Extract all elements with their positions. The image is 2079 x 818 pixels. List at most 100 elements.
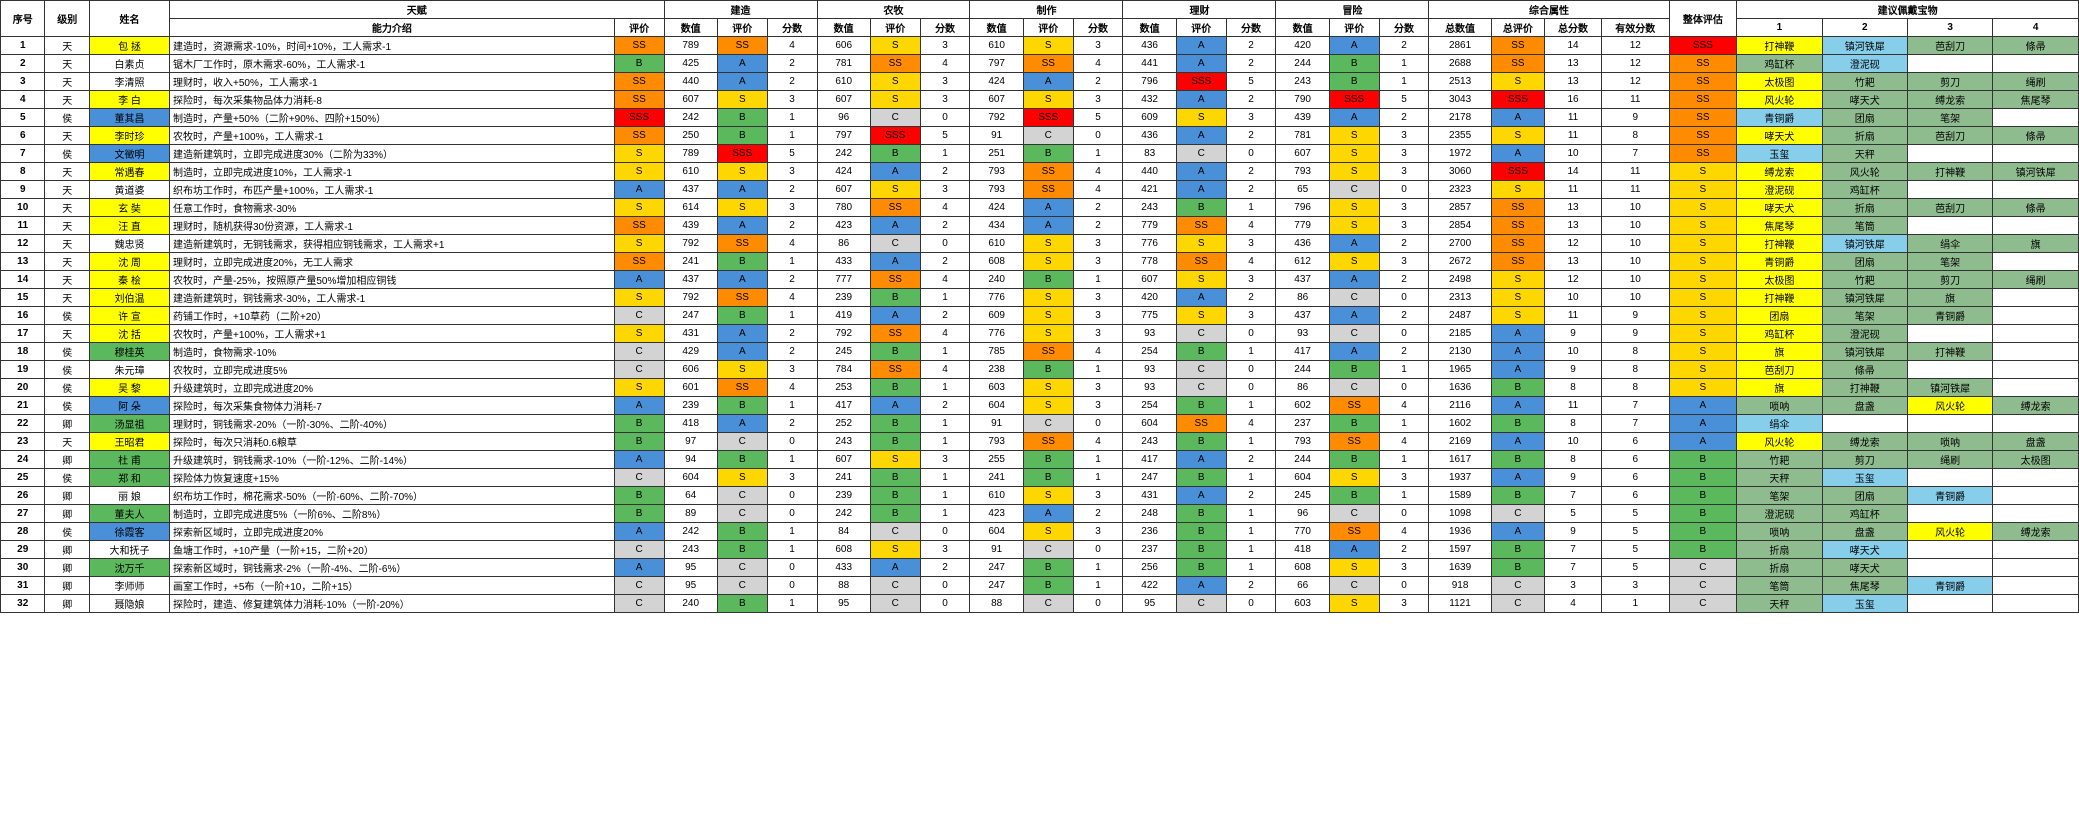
cell-treasure: 打神鞭 [1737, 289, 1822, 307]
cell-talent-rating: C [614, 469, 664, 487]
cell-desc: 探险时，建造、修复建筑体力消耗-10%（一阶-20%） [169, 595, 614, 613]
cell-treasure: 青铜爵 [1737, 253, 1822, 271]
cell-val: 781 [817, 55, 870, 73]
cell-treasure: 竹耙 [1737, 451, 1822, 469]
cell-rating: S [1176, 235, 1226, 253]
cell-val: 242 [817, 145, 870, 163]
cell-val: 429 [664, 343, 717, 361]
cell-eff-score: 8 [1601, 127, 1669, 145]
cell-treasure [1907, 361, 1992, 379]
cell-eff-score: 7 [1601, 415, 1669, 433]
cell-total-rating: B [1491, 379, 1544, 397]
cell-score: 1 [920, 145, 970, 163]
cell-total-score: 9 [1545, 325, 1602, 343]
cell-val: 789 [664, 37, 717, 55]
cell-rating: SSS [1176, 73, 1226, 91]
cell-num: 14 [1, 271, 45, 289]
cell-overall: SS [1669, 127, 1737, 145]
table-row: 18侯穆桂英制造时，食物需求-10%C429A2245B1785SS4254B1… [1, 343, 2079, 361]
cell-val: 245 [1276, 487, 1329, 505]
cell-val: 770 [1276, 523, 1329, 541]
cell-val: 237 [1123, 541, 1176, 559]
cell-total-val: 1639 [1429, 559, 1491, 577]
cell-talent-rating: B [614, 487, 664, 505]
cell-eff-score: 3 [1601, 577, 1669, 595]
cell-score: 2 [1379, 109, 1429, 127]
cell-rating: B [1329, 55, 1379, 73]
cell-val: 793 [970, 433, 1023, 451]
cell-rating: A [1176, 289, 1226, 307]
cell-rating: A [717, 325, 767, 343]
cell-rating: S [1023, 235, 1073, 253]
cell-rating: C [1176, 379, 1226, 397]
cell-val: 95 [817, 595, 870, 613]
cell-name: 常遇春 [89, 163, 169, 181]
cell-val: 418 [1276, 541, 1329, 559]
cell-total-val: 2313 [1429, 289, 1491, 307]
cell-total-score: 7 [1545, 559, 1602, 577]
cell-score: 1 [1226, 505, 1276, 523]
cell-score: 0 [1226, 361, 1276, 379]
col-farm: 农牧 [817, 1, 970, 19]
col-lv: 级别 [45, 1, 89, 37]
cell-name: 朱元璋 [89, 361, 169, 379]
cell-name: 沈 周 [89, 253, 169, 271]
cell-score: 4 [1226, 415, 1276, 433]
cell-treasure [1822, 415, 1907, 433]
cell-lv: 卿 [45, 415, 89, 433]
cell-score: 3 [1073, 379, 1123, 397]
cell-num: 21 [1, 397, 45, 415]
cell-eff-score: 12 [1601, 73, 1669, 91]
cell-treasure: 鸡缸杯 [1822, 505, 1907, 523]
cell-score: 3 [1379, 469, 1429, 487]
cell-score: 0 [1226, 145, 1276, 163]
cell-rating: C [717, 433, 767, 451]
cell-name: 董其昌 [89, 109, 169, 127]
cell-desc: 探险时，每次采集食物体力消耗-7 [169, 397, 614, 415]
cell-treasure: 盘盏 [1822, 523, 1907, 541]
table-row: 4天李 白探险时，每次采集物品体力消耗-8SS607S3607S3607S343… [1, 91, 2079, 109]
cell-val: 253 [817, 379, 870, 397]
cell-score: 3 [1379, 595, 1429, 613]
cell-desc: 理财时，随机获得30份资源，工人需求-1 [169, 217, 614, 235]
cell-score: 5 [767, 145, 817, 163]
cell-score: 1 [1073, 577, 1123, 595]
table-row: 24卿杜 甫升级建筑时，铜钱需求-10%（一阶-12%、二阶-14%）A94B1… [1, 451, 2079, 469]
cell-rating: C [1176, 361, 1226, 379]
cell-treasure: 哮天犬 [1822, 91, 1907, 109]
cell-val: 244 [1276, 55, 1329, 73]
cell-total-val: 2355 [1429, 127, 1491, 145]
cell-score: 0 [1226, 325, 1276, 343]
cell-total-rating: C [1491, 595, 1544, 613]
cell-total-score: 13 [1545, 199, 1602, 217]
cell-val: 245 [817, 343, 870, 361]
cell-name: 汤显祖 [89, 415, 169, 433]
cell-val: 439 [664, 217, 717, 235]
cell-treasure: 竹耙 [1822, 73, 1907, 91]
cell-total-rating: A [1491, 433, 1544, 451]
cell-score: 1 [767, 109, 817, 127]
cell-total-score: 8 [1545, 451, 1602, 469]
cell-score: 1 [1226, 343, 1276, 361]
cell-name: 王昭君 [89, 433, 169, 451]
cell-score: 0 [1379, 505, 1429, 523]
cell-treasure: 绳刷 [1907, 451, 1992, 469]
cell-overall: SS [1669, 145, 1737, 163]
cell-val: 792 [970, 109, 1023, 127]
cell-desc: 制造时，食物需求-10% [169, 343, 614, 361]
cell-desc: 农牧时，产量+100%，工人需求-1 [169, 127, 614, 145]
cell-total-val: 1936 [1429, 523, 1491, 541]
cell-score: 0 [767, 559, 817, 577]
cell-val: 789 [664, 145, 717, 163]
cell-rating: B [1329, 415, 1379, 433]
cell-val: 65 [1276, 181, 1329, 199]
cell-lv: 卿 [45, 505, 89, 523]
cell-score: 0 [767, 433, 817, 451]
cell-score: 0 [1379, 181, 1429, 199]
cell-treasure [1907, 415, 1992, 433]
cell-val: 440 [664, 73, 717, 91]
cell-val: 417 [1123, 451, 1176, 469]
cell-total-val: 1972 [1429, 145, 1491, 163]
cell-treasure [1993, 505, 2079, 523]
cell-rating: C [870, 109, 920, 127]
